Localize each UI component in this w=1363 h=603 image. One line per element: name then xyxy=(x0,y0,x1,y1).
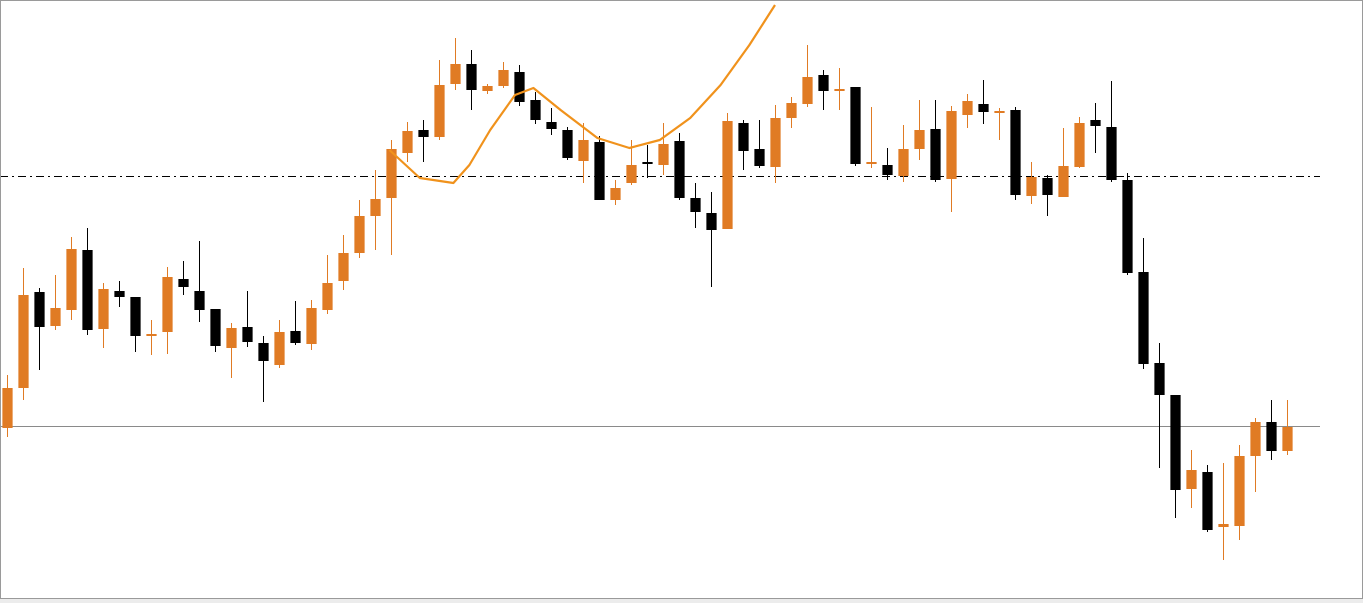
candle-body xyxy=(1234,456,1245,526)
candle-body xyxy=(562,130,573,158)
candle-body xyxy=(258,343,269,361)
candle-body xyxy=(1010,110,1021,195)
candle-body xyxy=(274,332,285,365)
candle-body xyxy=(1138,272,1149,364)
candle-body xyxy=(226,328,237,348)
candle-body xyxy=(882,165,893,175)
candle-body xyxy=(130,297,141,336)
candle-body xyxy=(1202,472,1213,530)
candle-body xyxy=(162,277,173,332)
candle-body xyxy=(386,149,397,198)
candle-body xyxy=(994,111,1005,113)
candle-body xyxy=(466,64,477,90)
candle-body xyxy=(34,292,45,327)
candle-body xyxy=(1282,427,1293,451)
candle-body xyxy=(322,283,333,310)
candle-body xyxy=(706,213,717,230)
candle-body xyxy=(434,85,445,137)
candle-body xyxy=(1074,123,1085,167)
candle-body xyxy=(1090,120,1101,126)
candle-body xyxy=(978,104,989,112)
candle-body xyxy=(210,309,221,346)
candle-body xyxy=(674,141,685,198)
candle-body xyxy=(898,149,909,176)
candle-body xyxy=(850,87,861,164)
candle-body xyxy=(946,111,957,179)
candle-body xyxy=(546,122,557,129)
candle-body xyxy=(1042,178,1053,195)
candle-body xyxy=(610,188,621,200)
candle-body xyxy=(146,334,157,336)
candle-body xyxy=(290,331,301,343)
candle-body xyxy=(738,123,749,151)
plot-area xyxy=(1,4,1320,560)
candle-body xyxy=(242,327,253,342)
candle-body xyxy=(866,162,877,164)
candle-body xyxy=(1266,422,1277,451)
candle-body xyxy=(626,165,637,183)
candle-body xyxy=(370,199,381,216)
candle-body xyxy=(82,250,93,330)
candle-body xyxy=(802,77,813,104)
candle-body xyxy=(338,253,349,281)
candle-body xyxy=(98,289,109,329)
candle-body xyxy=(498,70,509,86)
candle-body xyxy=(402,131,413,153)
candle-body xyxy=(50,308,61,326)
candle-body xyxy=(722,121,733,229)
candle-body xyxy=(194,291,205,310)
candle-body xyxy=(1154,363,1165,395)
candle-body xyxy=(754,149,765,166)
candle-body xyxy=(962,101,973,115)
candle-body xyxy=(1106,127,1117,180)
candle-body xyxy=(658,144,669,165)
candle-body xyxy=(514,72,525,102)
candle-body xyxy=(482,86,493,91)
candle-body xyxy=(786,103,797,118)
candle-body xyxy=(66,249,77,310)
candle-body xyxy=(1026,177,1037,196)
candle-body xyxy=(818,75,829,91)
moving-average-line xyxy=(388,4,776,185)
candle-body xyxy=(354,216,365,253)
candle-body xyxy=(642,162,653,164)
candle-body xyxy=(1186,470,1197,489)
candle-body xyxy=(1218,524,1229,527)
candle-body xyxy=(1250,422,1261,456)
candle-body xyxy=(1170,395,1181,490)
candle-body xyxy=(178,279,189,287)
candle-body xyxy=(530,100,541,120)
candle-body xyxy=(914,130,925,149)
candle-body xyxy=(418,130,429,137)
candle-body xyxy=(834,89,845,91)
candle-body xyxy=(450,64,461,84)
candle-body xyxy=(578,140,589,161)
candle-body xyxy=(306,308,317,344)
candle-body xyxy=(930,129,941,180)
bottom-bar xyxy=(0,599,1363,603)
candle-body xyxy=(1122,180,1133,273)
candle-body xyxy=(594,142,605,200)
candle-body xyxy=(18,295,29,388)
candle-body xyxy=(690,198,701,212)
candle-body xyxy=(2,388,13,428)
candle-body xyxy=(770,118,781,167)
candle-body xyxy=(1058,166,1069,197)
candle-body xyxy=(114,291,125,297)
